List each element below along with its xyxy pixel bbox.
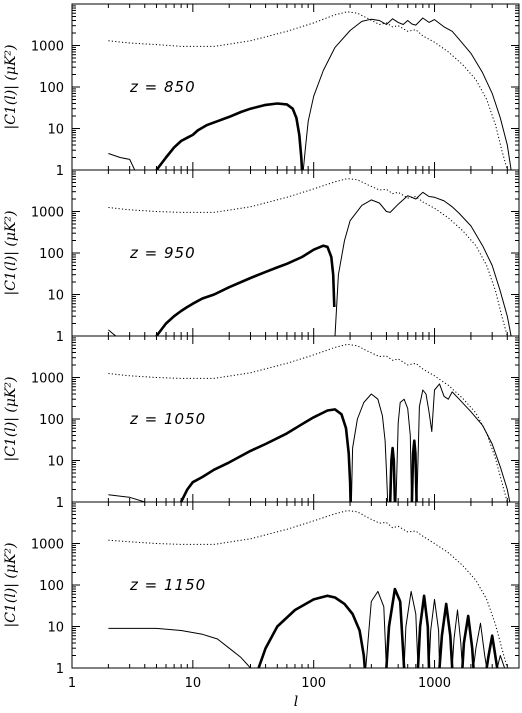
- y-tick-label: 1000: [31, 538, 64, 553]
- series-negative-line: [108, 627, 251, 668]
- series-oscillation-lobe: [403, 590, 419, 668]
- panel-1: 1 10 100 1000 z = 850: [31, 3, 520, 179]
- x-tick-label: 10: [185, 676, 202, 691]
- series-thick-line: [155, 244, 336, 336]
- y-axis-title: |C1(l)| (μK²): [3, 543, 19, 628]
- y-tick-label: 1: [56, 330, 64, 345]
- series-thin-line: [302, 17, 512, 170]
- y-axis-title: |C1(l)| (μK²): [3, 45, 19, 130]
- series-oscillation-lobe: [473, 622, 488, 668]
- plot-area: [108, 11, 512, 170]
- plot-area: [108, 343, 511, 502]
- y-tick-label: 1000: [31, 372, 64, 387]
- series-thick-line: [155, 102, 304, 170]
- panel-2: 1 10 100 1000 z = 950: [31, 169, 520, 345]
- series-oscillation-lobe: [451, 609, 463, 668]
- series-thick-spike: [410, 439, 418, 502]
- y-tick-label: 100: [39, 413, 64, 428]
- x-tick-label: 1: [68, 676, 76, 691]
- y-tick-label: 100: [39, 81, 64, 96]
- y-tick-label: 1: [56, 496, 64, 511]
- series-thin-oscillation: [416, 383, 511, 502]
- series-negative-line: [108, 329, 117, 336]
- series-oscillation-lobe: [485, 634, 499, 668]
- y-tick-label: 100: [39, 579, 64, 594]
- y-tick-label: 10: [47, 455, 64, 470]
- y-tick-label: 1: [56, 164, 64, 179]
- panels-group: 1 10 100 1000 z = 850 1 10 100 1000 z = 950 1 10 100…: [31, 3, 520, 677]
- series-thin-line: [350, 393, 389, 502]
- series-oscillation-lobe: [428, 598, 440, 668]
- series-negative-line: [108, 494, 145, 502]
- series-oscillation-lobe: [385, 587, 406, 668]
- series-negative-line: [108, 153, 136, 170]
- series-thin-oscillation: [395, 398, 412, 502]
- series-thin-line: [334, 191, 512, 336]
- y-tick-label: 10: [47, 289, 64, 304]
- y-tick-label: 1000: [31, 206, 64, 221]
- panel-label: z = 1050: [129, 410, 206, 428]
- panel-3: 1 10 100 1000 z = 1050: [31, 335, 520, 511]
- y-tick-label: 100: [39, 247, 64, 262]
- series-thick-line: [257, 594, 367, 668]
- x-axis-title: l: [294, 694, 298, 710]
- series-oscillation-lobe: [461, 614, 475, 668]
- series-oscillation-lobe: [438, 602, 454, 668]
- y-tick-label: 1000: [31, 40, 64, 55]
- y-axis-titles: |C1(l)| (μK²) |C1(l)| (μK²) |C1(l)| (μK²) |…: [3, 45, 19, 628]
- panel-label: z = 850: [129, 78, 196, 96]
- series-oscillation-lobe: [496, 655, 506, 668]
- series-oscillation-lobe: [365, 590, 387, 668]
- series-thick-line: [179, 408, 352, 502]
- x-tick-label: 100: [301, 676, 326, 691]
- panel-label: z = 950: [129, 244, 196, 262]
- series-thick-spike: [388, 446, 397, 502]
- y-axis-title: |C1(l)| (μK²): [3, 211, 19, 296]
- x-tick-labels: 1 10 100 1000: [68, 676, 451, 691]
- plot-area: [108, 510, 508, 668]
- y-tick-label: 10: [47, 621, 64, 636]
- plot-area: [108, 178, 512, 336]
- series-dotted-line: [108, 11, 508, 170]
- panel-label: z = 1150: [129, 576, 206, 594]
- series-oscillation-lobe: [416, 594, 431, 668]
- panel-4: 1 10 100 1000 z = 1150: [31, 501, 520, 677]
- y-tick-label: 1: [56, 662, 64, 677]
- y-axis-title: |C1(l)| (μK²): [3, 377, 19, 462]
- x-tick-label: 1000: [418, 676, 451, 691]
- y-tick-label: 10: [47, 123, 64, 138]
